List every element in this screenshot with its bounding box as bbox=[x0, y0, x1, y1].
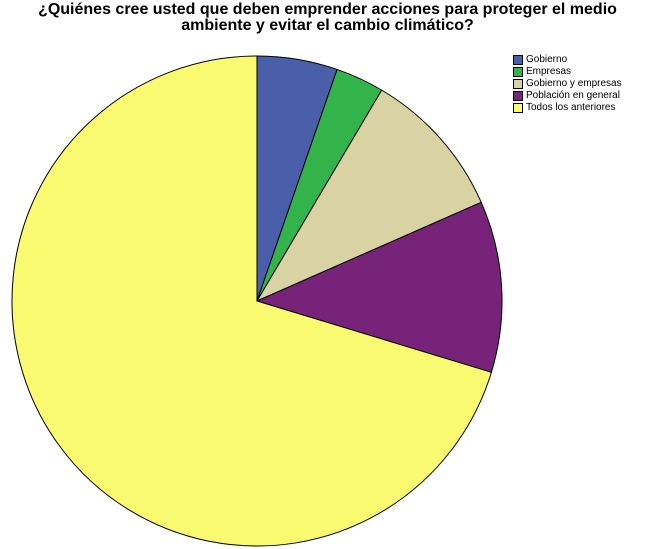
pie-slice-todos-los-anteriores bbox=[11, 55, 493, 547]
legend-swatch-empresas bbox=[513, 67, 523, 77]
legend-label-gobierno: Gobierno bbox=[526, 54, 568, 65]
pie-slice-gobierno-y-empresas bbox=[255, 89, 482, 303]
chart-title: ¿Quiénes cree usted que deben emprender … bbox=[0, 2, 655, 34]
legend-item-gobierno-y-empresas: Gobierno y empresas bbox=[513, 78, 622, 90]
pie-slice-poblacion-en-general bbox=[255, 201, 503, 373]
legend-swatch-gobierno bbox=[513, 55, 523, 65]
chart-title-line-1: ¿Quiénes cree usted que deben emprender … bbox=[38, 1, 617, 18]
legend-label-todos-los-anteriores: Todos los anteriores bbox=[526, 102, 616, 113]
legend-swatch-todos-los-anteriores bbox=[513, 103, 523, 113]
chart-title-line-2: ambiente y evitar el cambio climático? bbox=[181, 17, 474, 34]
legend-item-todos-los-anteriores: Todos los anteriores bbox=[513, 102, 622, 114]
legend-swatch-poblacion-en-general bbox=[513, 91, 523, 101]
legend-label-poblacion-en-general: Población en general bbox=[526, 90, 620, 101]
legend-swatch-gobierno-y-empresas bbox=[513, 79, 523, 89]
legend: Gobierno Empresas Gobierno y empresas Po… bbox=[513, 54, 622, 114]
legend-item-empresas: Empresas bbox=[513, 66, 622, 78]
legend-label-gobierno-y-empresas: Gobierno y empresas bbox=[526, 78, 622, 89]
legend-label-empresas: Empresas bbox=[526, 66, 572, 77]
legend-item-gobierno: Gobierno bbox=[513, 54, 622, 66]
legend-item-poblacion-en-general: Población en general bbox=[513, 90, 622, 102]
